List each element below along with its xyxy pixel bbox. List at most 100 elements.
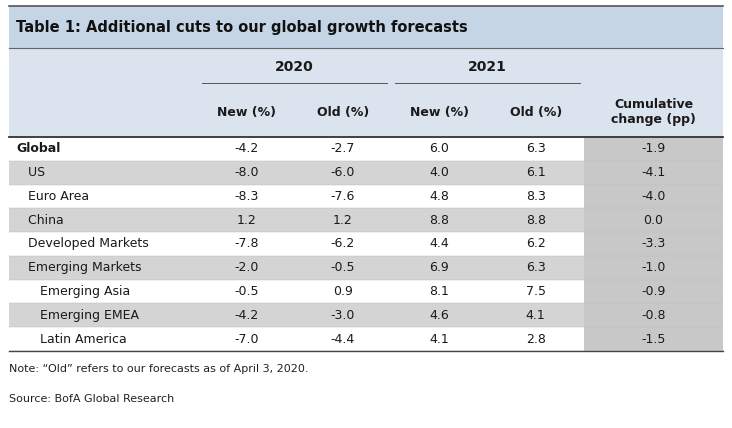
Bar [391,208,488,232]
Bar [391,303,488,327]
Text: New (%): New (%) [410,106,468,119]
Text: -3.0: -3.0 [331,309,355,322]
Text: -0.8: -0.8 [641,309,666,322]
Text: Emerging Asia: Emerging Asia [16,285,130,298]
Text: Emerging EMEA: Emerging EMEA [16,309,139,322]
Text: -2.0: -2.0 [234,261,258,274]
Bar [9,137,198,161]
Bar [391,279,488,303]
Text: 4.1: 4.1 [430,333,449,345]
Bar [9,6,723,48]
Text: -4.4: -4.4 [331,333,355,345]
Text: Source: BofA Global Research: Source: BofA Global Research [9,394,174,404]
Bar [198,232,294,256]
Bar [584,161,723,184]
Text: -4.2: -4.2 [234,143,258,155]
Text: -1.9: -1.9 [641,143,665,155]
Text: 6.3: 6.3 [526,261,545,274]
Bar [584,208,723,232]
Text: 1.2: 1.2 [236,214,256,227]
Text: 6.1: 6.1 [526,166,545,179]
Bar [9,48,723,88]
Bar [391,184,488,208]
Text: 4.4: 4.4 [430,238,449,250]
Text: Global: Global [16,143,61,155]
Bar [294,256,391,279]
Text: 7.5: 7.5 [526,285,545,298]
Text: Cumulative
change (pp): Cumulative change (pp) [611,98,696,126]
Text: Note: “Old” refers to our forecasts as of April 3, 2020.: Note: “Old” refers to our forecasts as o… [9,364,308,374]
Text: 8.8: 8.8 [526,214,545,227]
Text: 4.1: 4.1 [526,309,545,322]
Text: -2.7: -2.7 [331,143,355,155]
Text: 6.0: 6.0 [429,143,449,155]
Bar [584,137,723,161]
Text: Emerging Markets: Emerging Markets [16,261,141,274]
Bar [584,327,723,351]
Bar [294,161,391,184]
Bar [488,303,584,327]
Text: 8.3: 8.3 [526,190,545,203]
Bar [391,137,488,161]
Text: -7.0: -7.0 [234,333,258,345]
Text: 1.2: 1.2 [333,214,353,227]
Bar [198,208,294,232]
Text: -0.5: -0.5 [234,285,258,298]
Text: -4.2: -4.2 [234,309,258,322]
Bar [294,184,391,208]
Bar [294,137,391,161]
Text: 8.1: 8.1 [429,285,449,298]
Bar [198,303,294,327]
Text: 6.2: 6.2 [526,238,545,250]
Text: Latin America: Latin America [16,333,127,345]
Bar [294,303,391,327]
Text: -0.9: -0.9 [641,285,665,298]
Bar [584,232,723,256]
Bar [198,184,294,208]
Text: New (%): New (%) [217,106,276,119]
Bar [391,256,488,279]
Text: US: US [16,166,45,179]
Bar [488,232,584,256]
Text: 4.6: 4.6 [430,309,449,322]
Bar [488,327,584,351]
Text: 2021: 2021 [468,60,507,74]
Bar [294,279,391,303]
Bar [9,161,198,184]
Text: -3.3: -3.3 [641,238,665,250]
Text: -7.6: -7.6 [331,190,355,203]
Text: 0.9: 0.9 [333,285,353,298]
Text: Developed Markets: Developed Markets [16,238,149,250]
Bar [488,137,584,161]
Text: 4.8: 4.8 [429,190,449,203]
Bar [9,327,198,351]
Bar [488,208,584,232]
Text: -1.0: -1.0 [641,261,665,274]
Text: -0.5: -0.5 [331,261,355,274]
Bar [198,327,294,351]
Bar [9,208,198,232]
Text: -8.0: -8.0 [234,166,258,179]
Bar [391,161,488,184]
Text: -4.0: -4.0 [641,190,665,203]
Bar [294,232,391,256]
Text: -1.5: -1.5 [641,333,665,345]
Text: Euro Area: Euro Area [16,190,89,203]
Text: Old (%): Old (%) [317,106,369,119]
Bar [9,279,198,303]
Text: 6.9: 6.9 [430,261,449,274]
Text: China: China [16,214,64,227]
Bar [584,184,723,208]
Text: 2020: 2020 [275,60,314,74]
Text: Old (%): Old (%) [509,106,561,119]
Bar [9,303,198,327]
Bar [9,232,198,256]
Bar [9,184,198,208]
Bar [294,208,391,232]
Bar [198,279,294,303]
Bar [391,232,488,256]
Bar [584,256,723,279]
Bar [584,303,723,327]
Bar [198,137,294,161]
Text: -8.3: -8.3 [234,190,258,203]
